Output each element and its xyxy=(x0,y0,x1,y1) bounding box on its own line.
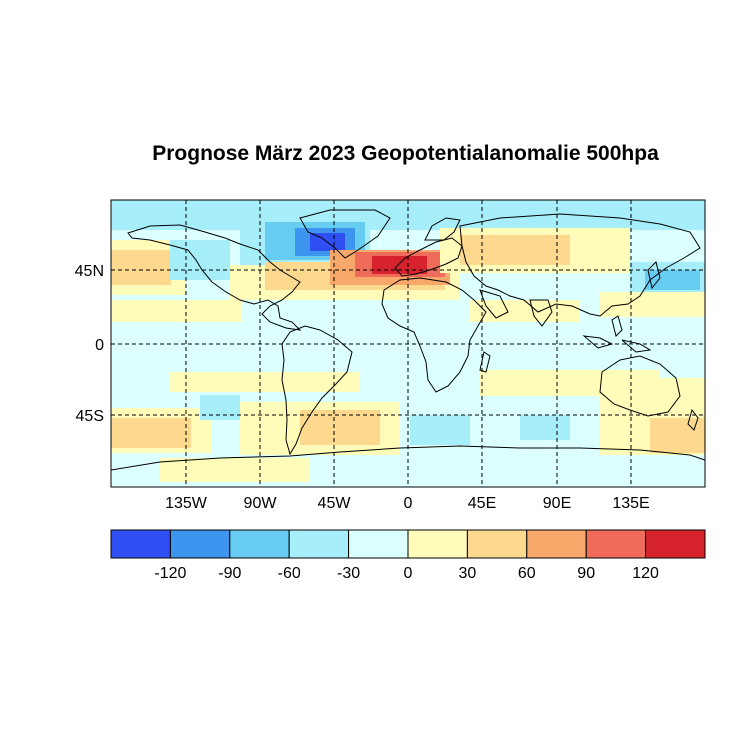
lon-label: 90E xyxy=(543,495,571,512)
colorbar-label: 120 xyxy=(632,565,659,582)
colorbar-label: -120 xyxy=(154,565,186,582)
colorbar-label: 90 xyxy=(577,565,595,582)
lat-label: 45N xyxy=(75,263,104,280)
coastlines xyxy=(111,209,705,471)
colorbar-swatch xyxy=(110,529,171,559)
colorbar-swatch xyxy=(288,529,350,559)
colorbar-swatch xyxy=(169,529,231,559)
map-title: Prognose März 2023 Geopotentialanomalie … xyxy=(152,142,659,165)
lon-label: 135E xyxy=(612,495,649,512)
lon-label: 0 xyxy=(404,495,413,512)
lat-label: 0 xyxy=(95,337,104,354)
lon-label: 135W xyxy=(165,495,208,512)
colorbar-label: 60 xyxy=(518,565,536,582)
colorbar-label: 0 xyxy=(404,565,413,582)
colorbar-label: 30 xyxy=(459,565,477,582)
colorbar-swatch xyxy=(348,529,409,559)
lon-label: 90W xyxy=(244,495,278,512)
lon-label: 45E xyxy=(468,495,496,512)
graticule xyxy=(111,200,705,487)
colorbar-label: -60 xyxy=(278,565,301,582)
colorbar-swatch xyxy=(645,529,706,559)
colorbar-swatch xyxy=(526,529,587,559)
colorbar: -120 -90 -60 -30 0 30 60 90 120 xyxy=(110,529,706,582)
colorbar-swatch xyxy=(466,529,528,559)
colorbar-label: -30 xyxy=(337,565,360,582)
colorbar-swatch xyxy=(407,529,468,559)
map-frame xyxy=(110,199,706,488)
colorbar-label: -90 xyxy=(218,565,241,582)
lat-label: 45S xyxy=(76,408,104,425)
colorbar-swatch xyxy=(229,529,290,559)
lon-label: 45W xyxy=(318,495,352,512)
colorbar-swatch xyxy=(585,529,647,559)
